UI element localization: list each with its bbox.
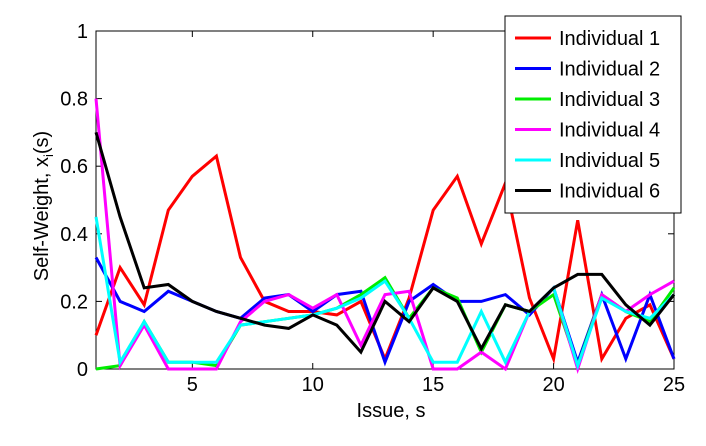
legend: Individual 1 Individual 2 Individual 3 Indi…	[504, 15, 682, 214]
legend-label: Individual 2	[559, 59, 660, 81]
legend-label: Individual 6	[559, 181, 660, 203]
legend-box	[504, 15, 682, 214]
x-tick-label: 20	[542, 374, 564, 396]
x-tick-label: 10	[302, 374, 324, 396]
series-line-individual-6	[94, 131, 676, 355]
y-tick-label: 0.4	[60, 224, 88, 246]
legend-label: Individual 4	[559, 120, 660, 142]
x-tick-label: 15	[422, 374, 444, 396]
x-tick-label: 5	[187, 374, 198, 396]
legend-label: Individual 3	[559, 89, 660, 111]
series-line-individual-5	[94, 216, 676, 371]
y-tick-label: 0.8	[60, 89, 88, 111]
y-tick-label: 1	[77, 21, 88, 43]
y-axis-label: Self-Weight, xi(s)	[31, 131, 56, 281]
x-tick-label: 25	[663, 374, 685, 396]
legend-label: Individual 1	[559, 28, 660, 50]
y-tick-label: 0	[77, 359, 88, 381]
y-axis-label-subscript: i	[41, 154, 56, 157]
y-tick-label: 0.2	[60, 291, 88, 313]
series-lines	[94, 98, 676, 375]
axis-ticks: 5 10 15 20 25 0 0.2 0.4 0.6 0.8 1	[60, 21, 685, 396]
y-tick-label: 0.6	[60, 156, 88, 178]
y-axis-label-tail: (s)	[31, 131, 53, 154]
x-axis-label: Issue, s	[357, 400, 426, 422]
y-axis-label-main: Self-Weight, x	[31, 157, 53, 281]
legend-label: Individual 5	[559, 150, 660, 172]
axis-labels: Issue, s Self-Weight, xi(s)	[31, 131, 425, 422]
